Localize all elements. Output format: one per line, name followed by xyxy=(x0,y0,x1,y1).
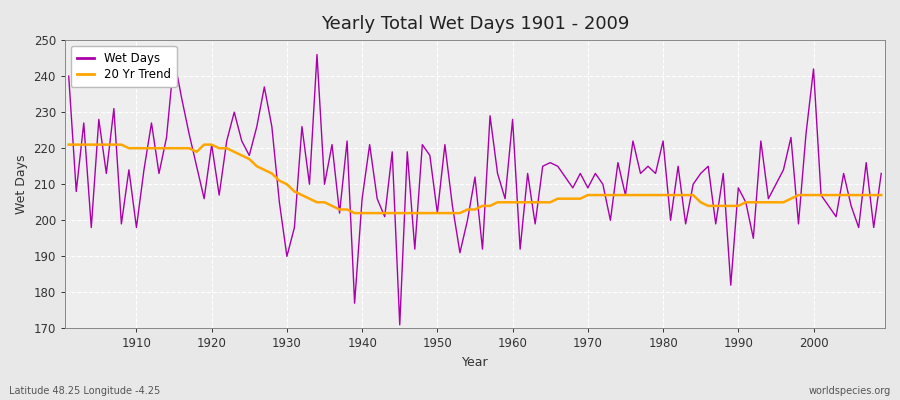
20 Yr Trend xyxy=(289,189,300,194)
20 Yr Trend xyxy=(123,146,134,151)
Wet Days xyxy=(522,171,533,176)
20 Yr Trend xyxy=(605,193,616,198)
Wet Days xyxy=(63,74,74,78)
Line: Wet Days: Wet Days xyxy=(68,54,881,325)
Text: Latitude 48.25 Longitude -4.25: Latitude 48.25 Longitude -4.25 xyxy=(9,386,160,396)
X-axis label: Year: Year xyxy=(462,356,489,369)
Wet Days xyxy=(613,160,624,165)
20 Yr Trend xyxy=(508,200,518,205)
Legend: Wet Days, 20 Yr Trend: Wet Days, 20 Yr Trend xyxy=(71,46,176,87)
Wet Days xyxy=(289,225,300,230)
Wet Days xyxy=(311,52,322,57)
Title: Yearly Total Wet Days 1901 - 2009: Yearly Total Wet Days 1901 - 2009 xyxy=(320,15,629,33)
20 Yr Trend xyxy=(876,193,886,198)
20 Yr Trend xyxy=(63,142,74,147)
Wet Days xyxy=(394,322,405,327)
20 Yr Trend xyxy=(349,211,360,216)
Line: 20 Yr Trend: 20 Yr Trend xyxy=(68,145,881,213)
Text: worldspecies.org: worldspecies.org xyxy=(809,386,891,396)
Wet Days xyxy=(123,168,134,172)
Wet Days xyxy=(342,139,353,144)
20 Yr Trend xyxy=(515,200,526,205)
Wet Days xyxy=(876,171,886,176)
Y-axis label: Wet Days: Wet Days xyxy=(15,154,28,214)
20 Yr Trend xyxy=(334,207,345,212)
Wet Days xyxy=(515,247,526,252)
